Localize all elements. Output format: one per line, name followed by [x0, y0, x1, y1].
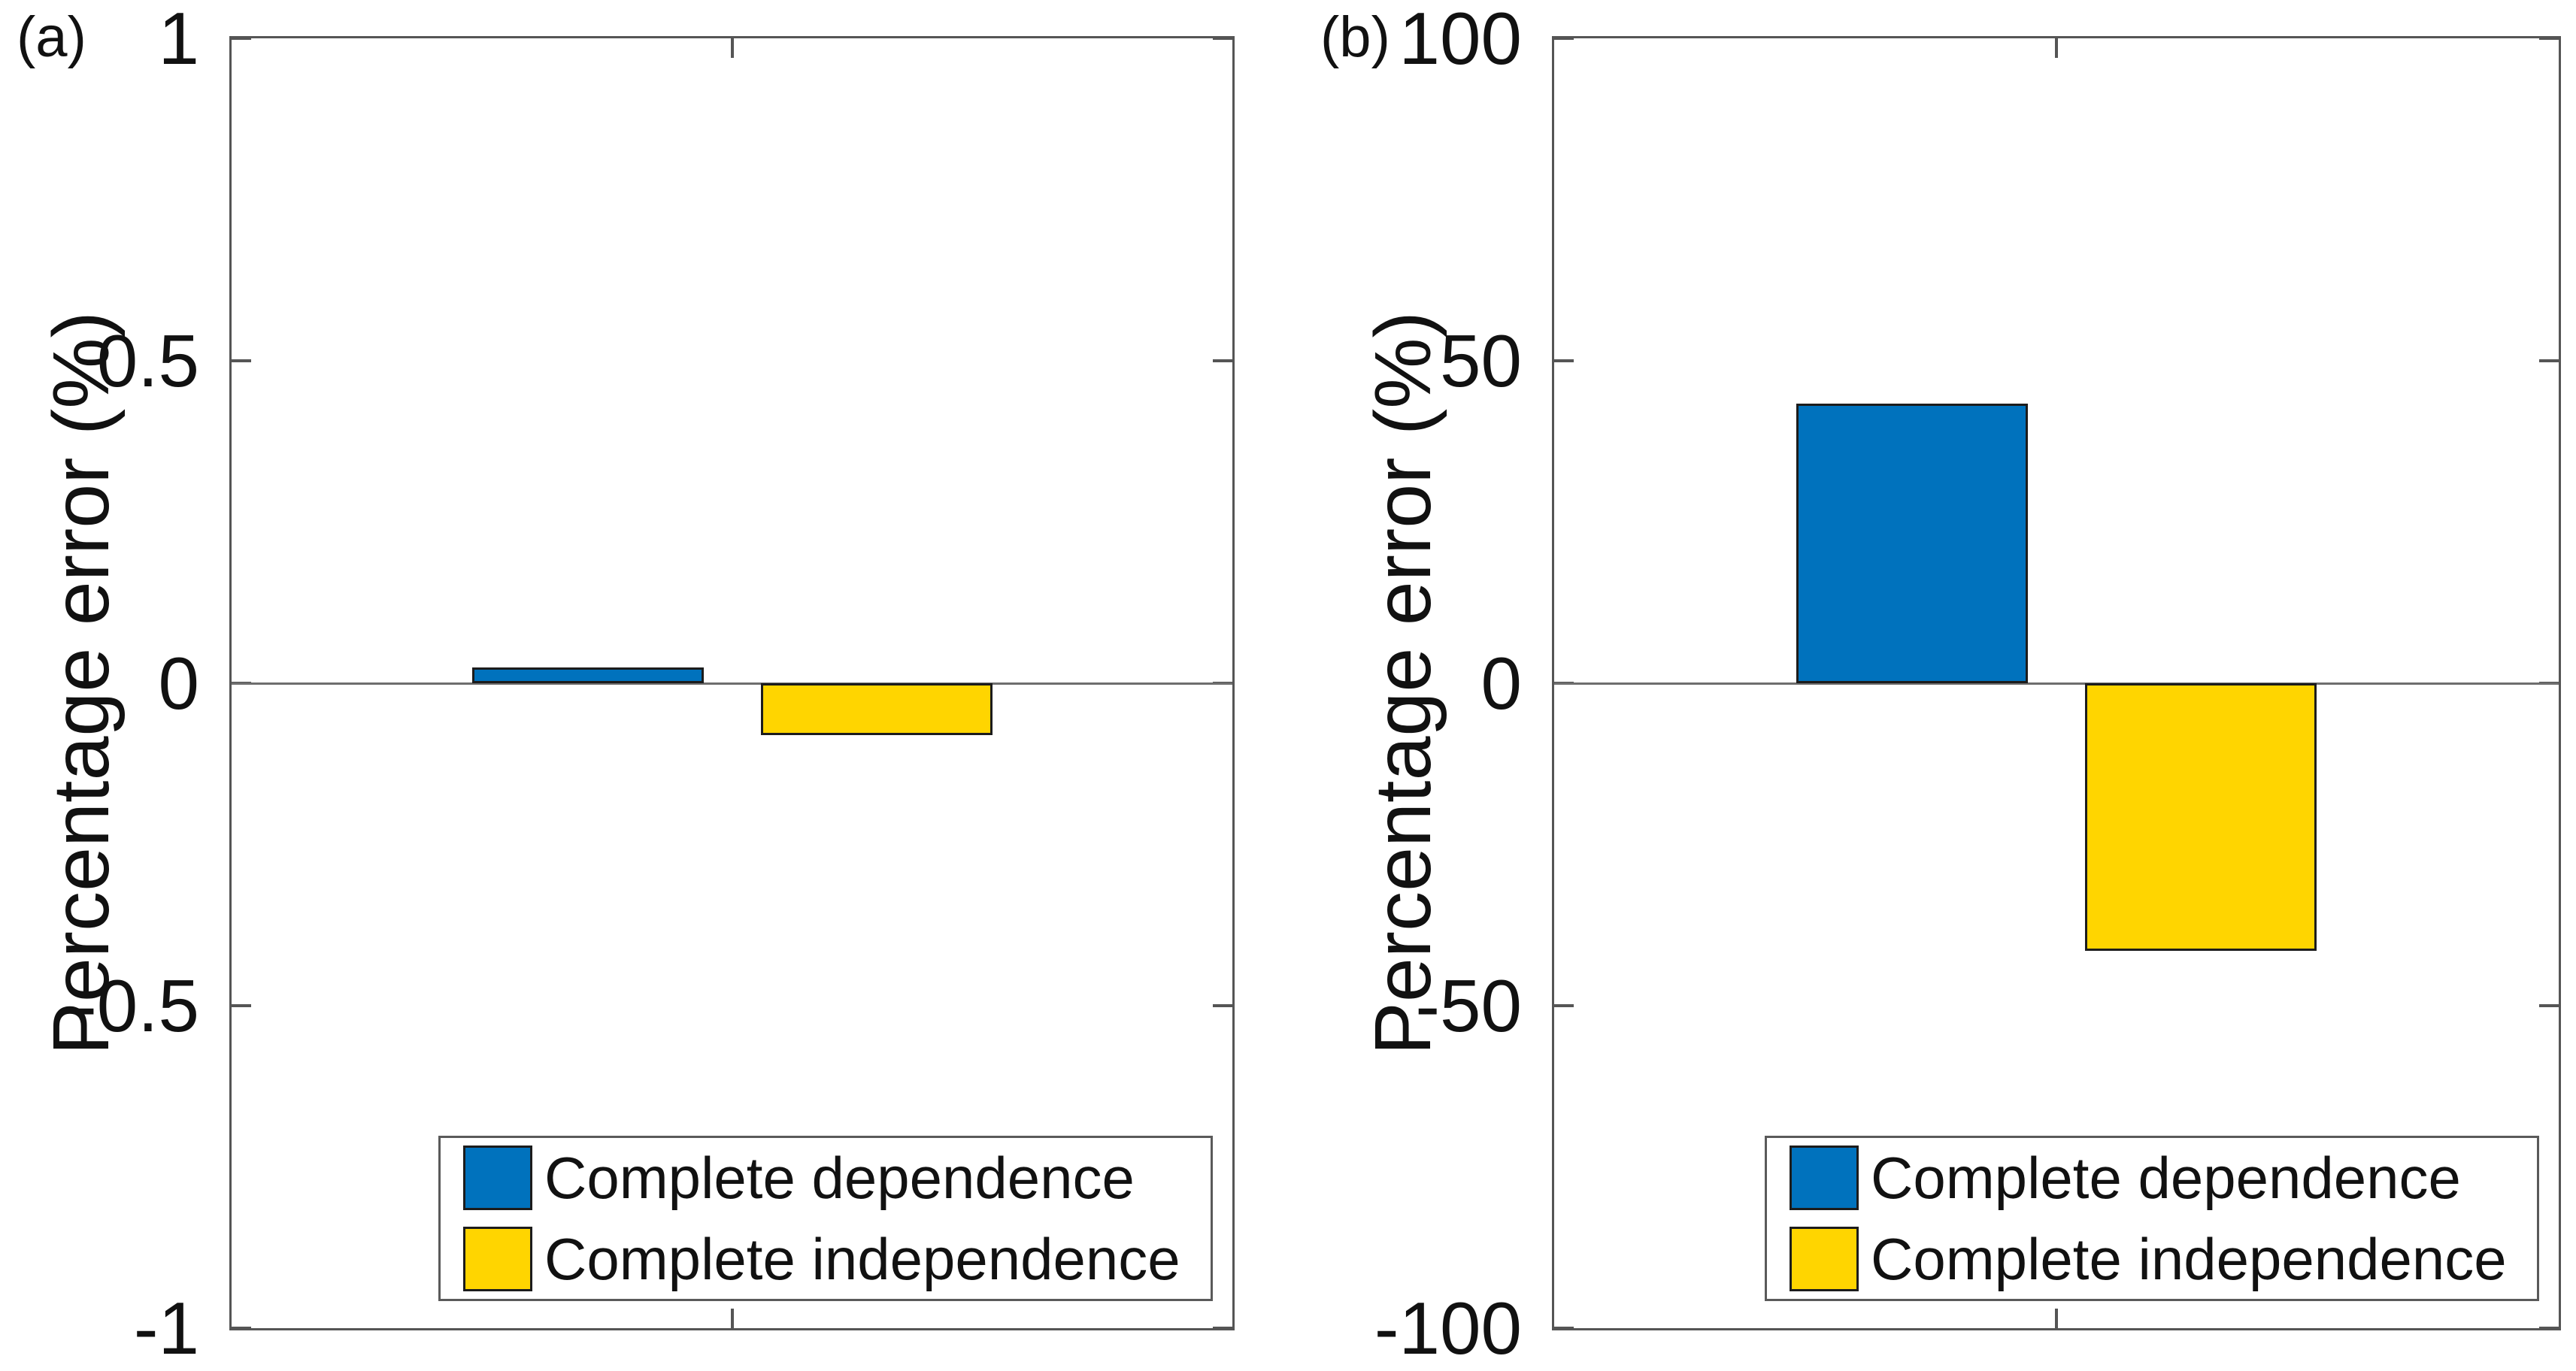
- x-tick-mark: [730, 1309, 734, 1328]
- bar-complete-independence: [2085, 683, 2317, 952]
- panel-b-label: (b): [1320, 5, 1390, 69]
- y-tick-mark: [2539, 359, 2559, 362]
- y-tick-mark: [1554, 37, 1574, 40]
- y-tick-mark: [232, 1327, 251, 1330]
- legend-label: Complete dependence: [544, 1145, 1135, 1211]
- y-tick-label: 1: [158, 0, 199, 80]
- y-tick-label: 0: [158, 642, 199, 725]
- legend-swatch-complete-independence: [463, 1227, 532, 1291]
- y-tick-mark: [1213, 359, 1232, 362]
- bar-complete-dependence: [1796, 404, 2028, 683]
- y-tick-mark: [1213, 1004, 1232, 1007]
- x-tick-mark: [2055, 38, 2058, 58]
- y-tick-label: -100: [1374, 1287, 1522, 1369]
- legend-label: Complete dependence: [1871, 1145, 2461, 1211]
- panel-a-plot-area: Complete dependence Complete independence: [229, 36, 1235, 1330]
- y-tick-label: 50: [1439, 319, 1522, 402]
- zero-baseline: [232, 682, 1232, 685]
- y-tick-mark: [1554, 1327, 1574, 1330]
- y-tick-mark: [1554, 1004, 1574, 1007]
- panel-a-legend: Complete dependence Complete independence: [438, 1136, 1213, 1301]
- legend-swatch-complete-independence: [1790, 1227, 1859, 1291]
- y-tick-mark: [232, 1004, 251, 1007]
- y-tick-mark: [232, 37, 251, 40]
- zero-baseline: [1554, 682, 2559, 685]
- x-tick-mark: [2055, 1309, 2058, 1328]
- x-tick-mark: [730, 38, 734, 58]
- legend-label: Complete independence: [1871, 1226, 2507, 1292]
- y-tick-label: 100: [1399, 0, 1522, 80]
- legend-label: Complete independence: [544, 1226, 1180, 1292]
- y-tick-mark: [2539, 1327, 2559, 1330]
- y-tick-mark: [1554, 359, 1574, 362]
- bar-complete-independence: [760, 683, 993, 735]
- y-tick-label: -0.5: [72, 964, 199, 1047]
- y-tick-label: 0.5: [96, 319, 199, 402]
- y-tick-mark: [2539, 37, 2559, 40]
- y-tick-label: -50: [1415, 964, 1522, 1047]
- legend-entry-complete-dependence: Complete dependence: [463, 1146, 1211, 1210]
- y-tick-label: -1: [133, 1287, 199, 1369]
- legend-swatch-complete-dependence: [463, 1146, 532, 1210]
- panel-a-label: (a): [17, 5, 86, 69]
- legend-entry-complete-independence: Complete independence: [463, 1227, 1211, 1291]
- bar-complete-dependence: [471, 667, 704, 683]
- y-tick-mark: [232, 359, 251, 362]
- panel-b-legend: Complete dependence Complete independence: [1765, 1136, 2539, 1301]
- y-tick-mark: [1213, 37, 1232, 40]
- y-tick-mark: [1213, 1327, 1232, 1330]
- y-tick-label: 0: [1480, 642, 1522, 725]
- legend-swatch-complete-dependence: [1790, 1146, 1859, 1210]
- panel-b-plot-area: Complete dependence Complete independence: [1552, 36, 2561, 1330]
- legend-entry-complete-independence: Complete independence: [1790, 1227, 2537, 1291]
- legend-entry-complete-dependence: Complete dependence: [1790, 1146, 2537, 1210]
- y-tick-mark: [2539, 1004, 2559, 1007]
